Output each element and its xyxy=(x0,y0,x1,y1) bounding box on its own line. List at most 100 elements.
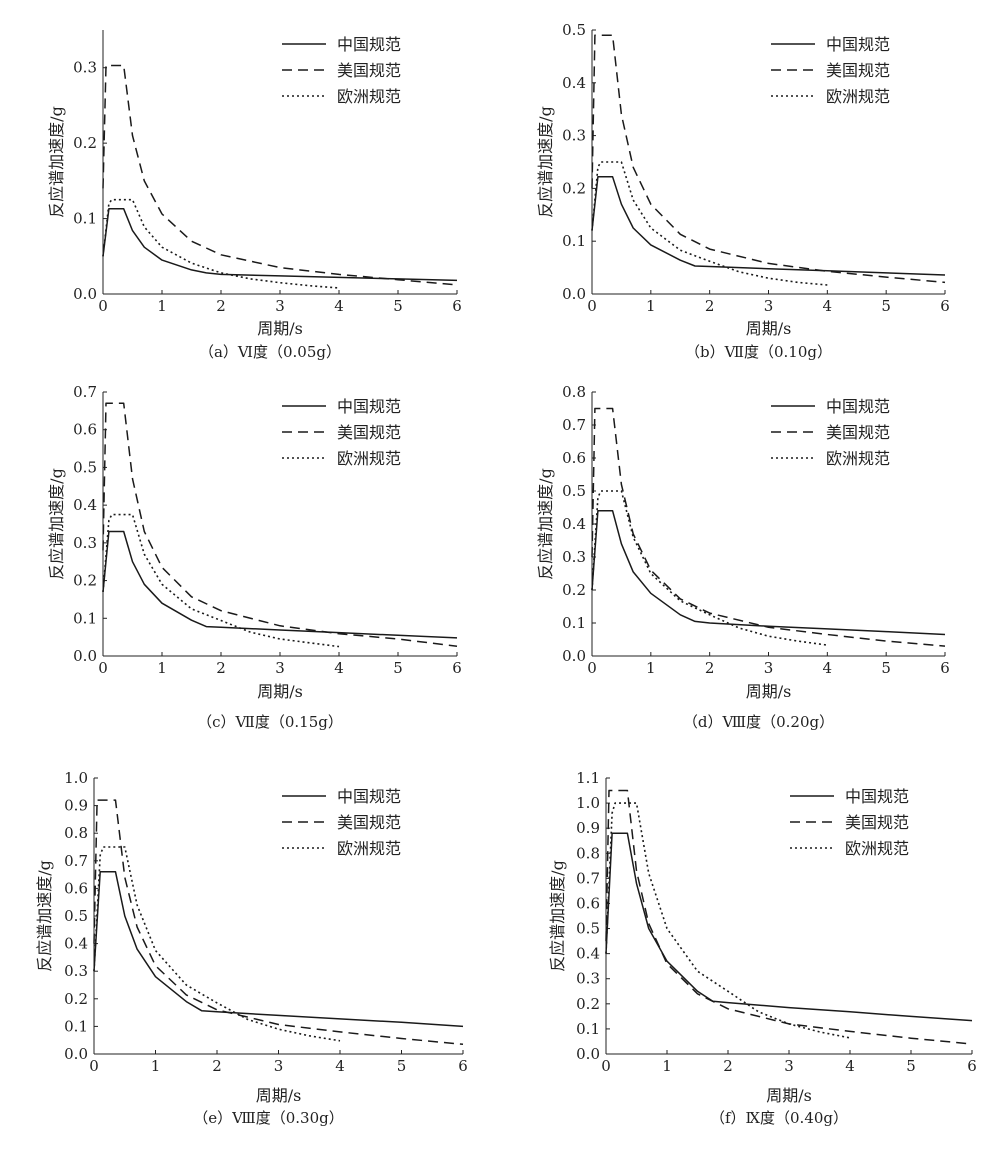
y-tick-label: 0.1 xyxy=(64,1017,88,1035)
x-tick-label: 2 xyxy=(723,1057,733,1075)
x-tick-label: 4 xyxy=(334,297,344,315)
y-tick-label: 0.4 xyxy=(73,496,97,514)
chart-panel-5: 0 1 2 3 4 5 6 0.0 0.1 0.2 0.3 0.4 0.5 0.6 0.7 0.8 0.9 1.0… xyxy=(548,769,977,1127)
series-line-2 xyxy=(591,490,828,646)
series-line-0 xyxy=(102,208,458,282)
x-tick-label: 2 xyxy=(216,297,226,315)
series-line-0 xyxy=(93,871,464,1028)
y-tick-label: 1.0 xyxy=(576,794,600,812)
y-tick-label: 0.9 xyxy=(576,819,600,837)
x-tick-label: 1 xyxy=(157,659,167,677)
y-tick-label: 0.7 xyxy=(73,383,97,401)
y-tick-label: 0.1 xyxy=(576,1020,600,1038)
chart-panel-4: 0 1 2 3 4 5 6 0.0 0.1 0.2 0.3 0.4 0.5 0.6 0.7 0.8 0.9 1.0… xyxy=(35,769,468,1127)
y-axis-title: 反应谱加速度/g xyxy=(47,468,66,580)
x-tick-label: 1 xyxy=(646,659,656,677)
y-tick-label: 0.8 xyxy=(64,824,88,842)
legend-label-1: 美国规范 xyxy=(337,423,401,442)
legend-label-0: 中国规范 xyxy=(337,787,401,806)
series-line-1 xyxy=(102,64,458,286)
x-tick-label: 2 xyxy=(212,1057,222,1075)
x-tick-label: 1 xyxy=(646,297,656,315)
y-tick-label: 0.6 xyxy=(64,879,88,897)
y-tick-label: 0.2 xyxy=(576,995,600,1013)
x-tick-label: 1 xyxy=(662,1057,672,1075)
chart-panel-3: 0 1 2 3 4 5 6 0.0 0.1 0.2 0.3 0.4 0.5 0.6 0.7 0.8 周期/s 反应… xyxy=(536,383,950,731)
y-tick-label: 0.5 xyxy=(576,920,600,938)
y-tick-label: 0.0 xyxy=(562,285,586,303)
y-axis-title: 反应谱加速度/g xyxy=(35,860,54,972)
x-tick-label: 1 xyxy=(157,297,167,315)
legend-label-1: 美国规范 xyxy=(826,61,890,80)
x-tick-label: 5 xyxy=(906,1057,916,1075)
x-axis-title: 周期/s xyxy=(256,1086,302,1105)
y-tick-label: 0.0 xyxy=(562,647,586,665)
x-tick-label: 3 xyxy=(764,297,774,315)
legend-label-1: 美国规范 xyxy=(826,423,890,442)
y-tick-label: 0.5 xyxy=(64,907,88,925)
y-tick-label: 0.3 xyxy=(64,962,88,980)
x-tick-label: 2 xyxy=(705,659,715,677)
legend-label-2: 欧洲规范 xyxy=(826,449,890,468)
x-tick-label: 5 xyxy=(393,659,403,677)
y-tick-label: 0.4 xyxy=(576,945,600,963)
x-tick-label: 6 xyxy=(452,659,462,677)
y-tick-label: 0.3 xyxy=(562,548,586,566)
x-tick-label: 3 xyxy=(275,297,285,315)
x-tick-label: 6 xyxy=(940,659,950,677)
y-tick-label: 1.1 xyxy=(576,769,600,787)
y-tick-label: 0.1 xyxy=(73,210,97,228)
y-tick-label: 0.1 xyxy=(562,232,586,250)
legend-label-0: 中国规范 xyxy=(337,397,401,416)
y-tick-label: 0.0 xyxy=(73,285,97,303)
x-axis-title: 周期/s xyxy=(257,682,303,701)
x-tick-label: 4 xyxy=(823,659,833,677)
legend-label-0: 中国规范 xyxy=(337,35,401,54)
legend-label-0: 中国规范 xyxy=(826,35,890,54)
y-tick-label: 0.2 xyxy=(562,179,586,197)
chart-panel-1: 0 1 2 3 4 5 6 0.0 0.1 0.2 0.3 0.4 0.5 周期/s 反应谱加速度/g 中国规… xyxy=(536,21,950,361)
y-tick-label: 0.6 xyxy=(73,421,97,439)
x-tick-label: 4 xyxy=(335,1057,345,1075)
series-line-1 xyxy=(591,407,946,647)
y-tick-label: 0.5 xyxy=(562,21,586,39)
x-tick-label: 6 xyxy=(458,1057,468,1075)
x-tick-label: 4 xyxy=(334,659,344,677)
panel-caption: （d）Ⅷ度（0.20g） xyxy=(683,713,834,731)
legend-label-2: 欧洲规范 xyxy=(826,87,890,106)
y-tick-label: 0.0 xyxy=(73,647,97,665)
x-tick-label: 4 xyxy=(845,1057,855,1075)
series-line-0 xyxy=(591,176,946,276)
x-tick-label: 0 xyxy=(587,297,597,315)
series-line-1 xyxy=(93,799,464,1046)
panel-caption: （e）Ⅷ度（0.30g） xyxy=(193,1109,344,1127)
series-line-1 xyxy=(605,789,973,1045)
x-tick-label: 0 xyxy=(587,659,597,677)
y-tick-label: 0.7 xyxy=(562,416,586,434)
x-tick-label: 3 xyxy=(784,1057,794,1075)
y-axis-title: 反应谱加速度/g xyxy=(47,106,66,218)
y-tick-label: 0.4 xyxy=(562,515,586,533)
y-tick-label: 0.8 xyxy=(562,383,586,401)
x-tick-label: 6 xyxy=(452,297,462,315)
chart-panel-0: 0 1 2 3 4 5 6 0.0 0.1 0.2 0.3 周期/s 反应谱加速度/g 中国规范美国规范欧… xyxy=(47,30,462,361)
x-tick-label: 4 xyxy=(823,297,833,315)
y-tick-label: 0.2 xyxy=(73,572,97,590)
x-tick-label: 0 xyxy=(601,1057,611,1075)
x-axis-title: 周期/s xyxy=(257,319,303,338)
y-tick-label: 0.6 xyxy=(562,449,586,467)
panel-caption: （b）Ⅶ度（0.10g） xyxy=(685,343,832,361)
series-line-1 xyxy=(591,34,946,284)
y-axis-title: 反应谱加速度/g xyxy=(536,106,555,218)
y-tick-label: 0.7 xyxy=(64,852,88,870)
x-tick-label: 0 xyxy=(98,659,108,677)
x-tick-label: 3 xyxy=(764,659,774,677)
x-tick-label: 2 xyxy=(216,659,226,677)
x-axis-title: 周期/s xyxy=(766,1086,812,1105)
y-tick-label: 0.0 xyxy=(64,1045,88,1063)
series-line-2 xyxy=(102,198,340,289)
panel-caption: （f）Ⅸ度（0.40g） xyxy=(710,1109,848,1127)
x-tick-label: 0 xyxy=(89,1057,99,1075)
y-tick-label: 1.0 xyxy=(64,769,88,787)
